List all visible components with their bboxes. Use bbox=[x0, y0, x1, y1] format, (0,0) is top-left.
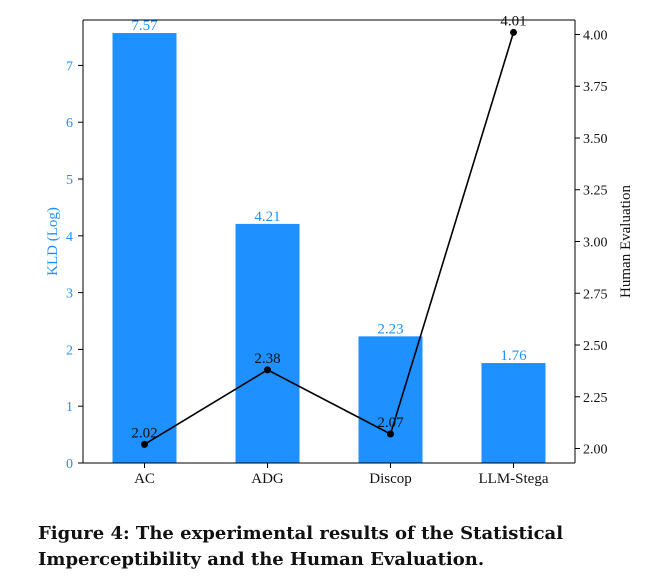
kld-bar-2 bbox=[358, 336, 423, 463]
human-eval-point-3 bbox=[510, 28, 517, 36]
left-tick-label-1: 1 bbox=[66, 400, 73, 415]
bars-layer bbox=[112, 33, 546, 464]
human-eval-label-2: 2.07 bbox=[377, 415, 404, 431]
right-axis-title: Human Evaluation bbox=[618, 185, 634, 298]
right-tick-label-2.75: 2.75 bbox=[583, 287, 608, 302]
right-tick-label-2.00: 2.00 bbox=[583, 443, 608, 458]
left-tick-label-7: 7 bbox=[66, 59, 73, 74]
kld-bar-3 bbox=[481, 363, 546, 463]
kld-bar-1 bbox=[235, 223, 300, 463]
right-tick-label-2.25: 2.25 bbox=[583, 391, 608, 406]
kld-bar-0 bbox=[112, 33, 177, 464]
x-tick-label-2: Discop bbox=[369, 471, 412, 487]
kld-bar-label-2: 2.23 bbox=[377, 321, 403, 337]
left-tick-label-3: 3 bbox=[66, 287, 73, 302]
left-tick-label-6: 6 bbox=[66, 116, 73, 131]
right-tick-label-3.25: 3.25 bbox=[583, 184, 608, 199]
right-tick-label-3.00: 3.00 bbox=[583, 236, 608, 251]
left-tick-label-5: 5 bbox=[66, 173, 73, 188]
right-tick-label-2.50: 2.50 bbox=[583, 339, 608, 354]
human-eval-label-3: 4.01 bbox=[500, 13, 526, 29]
human-eval-point-1 bbox=[264, 366, 271, 374]
labels-layer: 7.57 4.21 2.23 1.76 2.02 2.38 2.07 4.01 bbox=[131, 13, 527, 441]
right-tick-label-3.50: 3.50 bbox=[583, 132, 608, 147]
line-layer bbox=[141, 28, 517, 448]
right-tick-label-3.75: 3.75 bbox=[583, 80, 608, 95]
kld-bar-label-1: 4.21 bbox=[254, 209, 280, 225]
x-tick-label-3: LLM-Stega bbox=[479, 471, 549, 487]
left-tick-label-2: 2 bbox=[66, 343, 73, 358]
left-tick-label-4: 4 bbox=[66, 230, 73, 245]
x-tick-label-0: AC bbox=[134, 471, 155, 487]
kld-bar-label-0: 7.57 bbox=[131, 18, 158, 34]
human-eval-label-1: 2.38 bbox=[254, 351, 280, 367]
left-tick-label-0: 0 bbox=[66, 457, 73, 472]
left-axis-title: KLD (Log) bbox=[45, 207, 61, 276]
human-eval-point-0 bbox=[141, 440, 148, 448]
figure-caption: Figure 4: The experimental results of th… bbox=[38, 523, 564, 570]
combo-chart: 0 1 2 3 4 5 6 7 2.00 2.25 2.50 2.75 3.00 3.25 3.50 3.75… bbox=[45, 13, 634, 487]
human-eval-point-2 bbox=[387, 430, 394, 438]
human-eval-line bbox=[144, 32, 515, 446]
kld-bar-label-3: 1.76 bbox=[500, 348, 527, 364]
human-eval-label-0: 2.02 bbox=[131, 425, 157, 441]
x-tick-label-1: ADG bbox=[251, 471, 284, 487]
axes-layer: 0 1 2 3 4 5 6 7 2.00 2.25 2.50 2.75 3.00 3.25 3.50 3.75… bbox=[45, 19, 634, 487]
right-tick-label-4.00: 4.00 bbox=[583, 28, 608, 43]
